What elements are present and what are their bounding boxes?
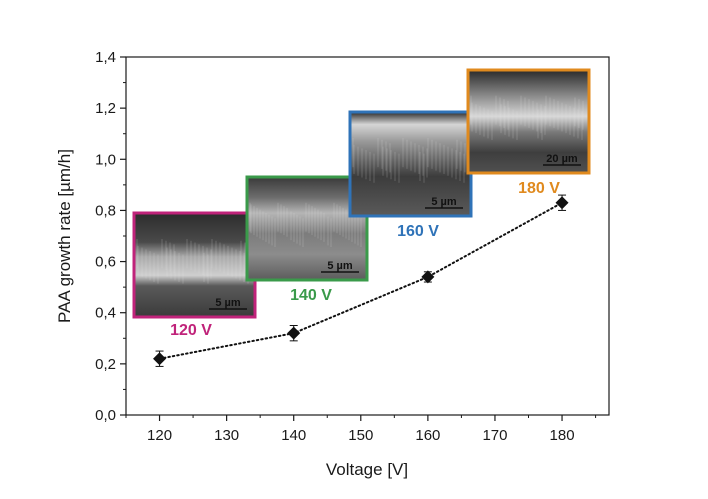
inset-voltage-label: 140 V	[290, 287, 332, 304]
x-tick-label: 160	[415, 427, 440, 444]
x-tick-label: 180	[550, 427, 575, 444]
y-tick-label: 1,0	[95, 151, 116, 168]
series-line	[158, 201, 564, 360]
y-tick-label: 0,8	[95, 202, 116, 219]
inset-border	[245, 175, 369, 282]
scale-bar-label: 5 µm	[431, 196, 457, 208]
scale-bar-label: 5 µm	[327, 260, 353, 272]
data-point	[421, 270, 435, 284]
series-line-layer	[158, 201, 564, 360]
sem-image	[134, 213, 255, 317]
y-tick-label: 0,2	[95, 356, 116, 373]
data-point	[287, 326, 301, 340]
sem-insets: 5 µm 120 V 5 µm 140 V 5 µm 160 V 20 µm 180 V	[132, 68, 591, 339]
inset-voltage-label: 160 V	[397, 223, 439, 240]
x-tick-label: 170	[482, 427, 507, 444]
x-tick-label: 140	[281, 427, 306, 444]
sem-inset-2: 5 µm 160 V	[348, 110, 473, 240]
y-axis-title: PAA growth rate [µm/h]	[55, 149, 74, 323]
sem-inset-0: 5 µm 120 V	[132, 211, 257, 339]
scale-bar-label: 20 µm	[546, 153, 578, 165]
y-tick-label: 1,4	[95, 49, 116, 66]
sem-image	[468, 70, 589, 173]
y-axis-ticks: 0,0 0,2 0,4 0,6 0,8 1,0 1,2 1,4	[95, 49, 126, 424]
sem-inset-1: 5 µm 140 V	[245, 175, 369, 304]
inset-voltage-label: 120 V	[170, 322, 212, 339]
x-tick-label: 120	[147, 427, 172, 444]
y-tick-label: 0,4	[95, 305, 116, 322]
y-tick-label: 0,6	[95, 254, 116, 271]
inset-voltage-label: 180 V	[518, 180, 560, 197]
inset-border	[466, 68, 591, 175]
data-point	[555, 196, 569, 210]
scale-bar-label: 5 µm	[215, 297, 241, 309]
x-tick-label: 130	[214, 427, 239, 444]
y-tick-label: 0,0	[95, 407, 116, 424]
sem-image	[350, 112, 471, 216]
x-tick-label: 150	[348, 427, 373, 444]
sem-inset-3: 20 µm 180 V	[466, 68, 591, 197]
data-point	[153, 352, 167, 366]
x-axis-title: Voltage [V]	[326, 460, 408, 479]
marker-layer	[153, 196, 569, 366]
sem-image	[247, 177, 367, 280]
x-axis-ticks: 120 130 140 150 160 170 180	[125, 415, 597, 444]
y-tick-label: 1,2	[95, 100, 116, 117]
